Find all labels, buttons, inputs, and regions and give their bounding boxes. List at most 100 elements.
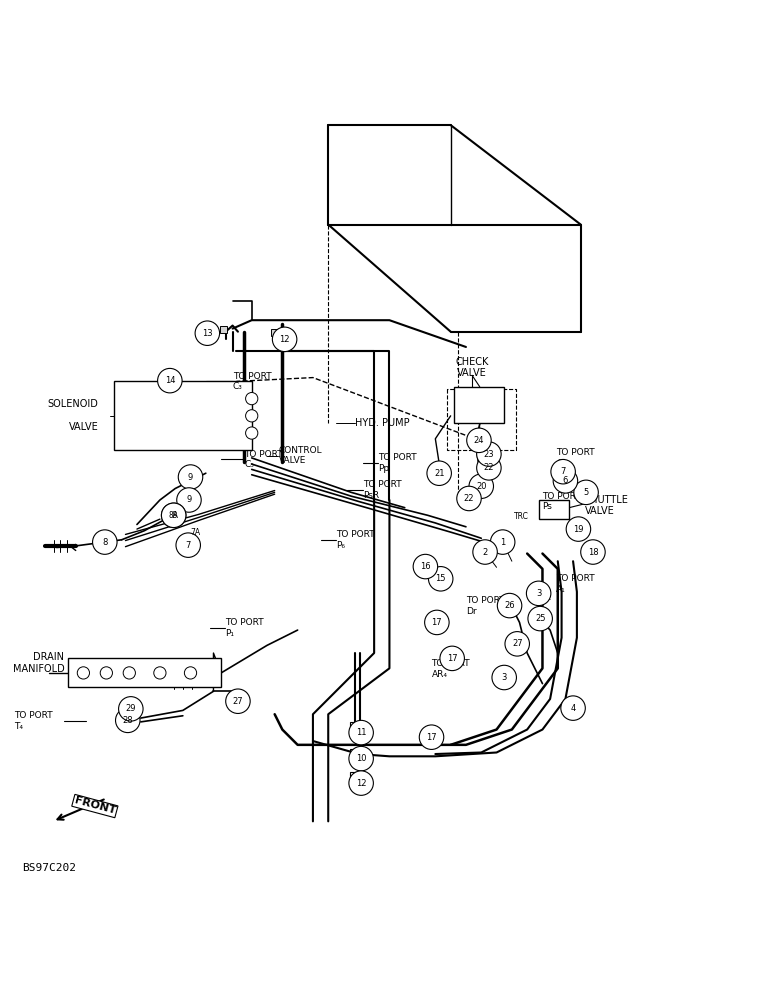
Text: 26: 26 [504, 601, 515, 610]
Text: CHECK: CHECK [455, 357, 489, 367]
Text: 17: 17 [447, 654, 458, 663]
Text: 7: 7 [560, 467, 566, 476]
Text: TO PORT: TO PORT [378, 453, 417, 462]
Circle shape [349, 746, 374, 771]
Text: 29: 29 [126, 704, 136, 713]
Text: TRC: TRC [513, 512, 529, 521]
Text: VALVE: VALVE [457, 368, 487, 378]
Text: T₄: T₄ [15, 722, 23, 731]
Text: 3: 3 [536, 589, 541, 598]
Text: 24: 24 [474, 436, 484, 445]
Circle shape [457, 486, 481, 511]
Circle shape [119, 697, 143, 721]
Text: 1: 1 [500, 538, 506, 547]
Text: TO PORT: TO PORT [363, 480, 401, 489]
Text: HYD. PUMP: HYD. PUMP [355, 418, 410, 428]
Bar [219, 326, 227, 333]
Circle shape [527, 581, 551, 606]
Text: P₆: P₆ [336, 541, 345, 550]
Bar [350, 749, 365, 758]
Text: TO PORT: TO PORT [557, 574, 595, 583]
Text: 8: 8 [102, 538, 107, 547]
Circle shape [425, 610, 449, 635]
Text: 9: 9 [186, 495, 191, 504]
Text: 27: 27 [232, 697, 243, 706]
Text: 17: 17 [426, 733, 437, 742]
Text: 7A: 7A [191, 528, 201, 537]
Circle shape [178, 465, 203, 489]
Text: SHUTTLE: SHUTTLE [584, 495, 628, 505]
Bar [350, 772, 365, 781]
Text: 16: 16 [420, 562, 431, 571]
Circle shape [472, 540, 497, 564]
Text: 25: 25 [535, 614, 545, 623]
Circle shape [161, 503, 186, 528]
Text: 19: 19 [573, 525, 584, 534]
Text: A₁: A₁ [557, 585, 566, 594]
Bar [455, 387, 504, 423]
Text: 13: 13 [202, 329, 212, 338]
Text: 23: 23 [483, 450, 494, 459]
Circle shape [225, 689, 250, 713]
Circle shape [161, 503, 186, 528]
Circle shape [177, 488, 201, 512]
Text: C₃: C₃ [232, 382, 242, 391]
Circle shape [497, 593, 522, 618]
Circle shape [505, 632, 530, 656]
Text: 15: 15 [435, 574, 446, 583]
Circle shape [427, 461, 452, 485]
Text: Pp: Pp [378, 464, 389, 473]
Circle shape [157, 368, 182, 393]
Text: Ps: Ps [543, 502, 552, 511]
Text: 4: 4 [571, 704, 576, 713]
Text: PsR: PsR [363, 491, 379, 500]
Text: AR₄: AR₄ [432, 670, 448, 679]
Circle shape [551, 459, 575, 484]
Circle shape [574, 480, 598, 505]
Text: 27: 27 [512, 639, 523, 648]
Circle shape [176, 533, 201, 557]
Circle shape [245, 427, 258, 439]
Circle shape [419, 725, 444, 749]
Circle shape [528, 606, 553, 631]
Text: 8A: 8A [168, 511, 178, 520]
Text: FRONT: FRONT [73, 796, 117, 816]
Text: 10: 10 [356, 754, 367, 763]
Text: 14: 14 [164, 376, 175, 385]
Circle shape [492, 665, 516, 690]
Text: C₅: C₅ [244, 460, 254, 469]
Text: TO PORT: TO PORT [543, 492, 581, 501]
Text: TO PORT: TO PORT [466, 596, 505, 605]
Circle shape [554, 469, 577, 493]
Text: Dr: Dr [466, 607, 476, 616]
Text: 21: 21 [434, 469, 445, 478]
Text: 18: 18 [587, 548, 598, 557]
Circle shape [469, 474, 493, 498]
Circle shape [245, 410, 258, 422]
Bar [539, 500, 569, 519]
Text: 22: 22 [464, 494, 474, 503]
Text: 8: 8 [171, 511, 176, 520]
Text: DRAIN: DRAIN [33, 652, 64, 662]
Text: TO PORT: TO PORT [557, 448, 595, 457]
Text: 12: 12 [356, 779, 367, 788]
Text: 22: 22 [483, 463, 494, 472]
Text: TO PORT: TO PORT [432, 659, 470, 668]
Text: 9: 9 [188, 473, 193, 482]
Circle shape [566, 517, 591, 541]
Text: 3: 3 [502, 673, 507, 682]
Circle shape [476, 456, 501, 480]
Text: C₁: C₁ [557, 459, 566, 468]
Text: 28: 28 [123, 716, 133, 725]
Bar [68, 658, 221, 687]
Text: TO PORT: TO PORT [232, 372, 271, 381]
Circle shape [476, 442, 501, 466]
Circle shape [245, 393, 258, 405]
Circle shape [490, 530, 515, 554]
Text: TO PORT: TO PORT [244, 450, 283, 459]
Text: 17: 17 [432, 618, 442, 627]
Text: 11: 11 [356, 728, 367, 737]
Text: VALVE: VALVE [584, 506, 615, 516]
Text: VALVE: VALVE [279, 456, 306, 465]
Circle shape [116, 708, 140, 733]
